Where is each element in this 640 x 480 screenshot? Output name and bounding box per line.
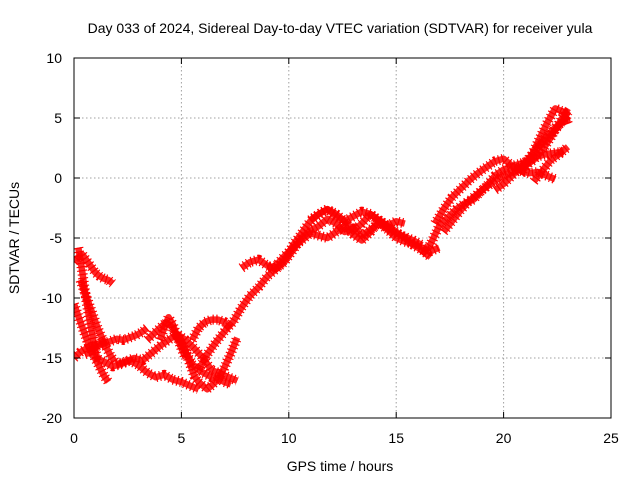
series-points-track-21 <box>516 103 573 177</box>
x-axis-label: GPS time / hours <box>287 458 394 474</box>
series-line-track-5 <box>77 278 118 364</box>
tick-marks <box>73 57 612 419</box>
chart-title: Day 033 of 2024, Sidereal Day-to-day VTE… <box>88 20 593 36</box>
x-tick-label: 5 <box>178 430 186 446</box>
series-points-track-19 <box>439 146 565 236</box>
y-tick-label: 5 <box>54 110 62 126</box>
series-points-track-18 <box>430 153 558 227</box>
y-tick-label: -20 <box>42 410 62 426</box>
series-points-track-11 <box>173 331 242 395</box>
x-tick-label: 20 <box>496 430 512 446</box>
series-line-track-15 <box>266 216 433 272</box>
y-tick-label: -15 <box>42 350 62 366</box>
series-points-track-23 <box>533 112 572 151</box>
series-line-track-6 <box>83 325 150 358</box>
x-tick-label: 10 <box>281 430 297 446</box>
series-points-track-22 <box>529 142 572 185</box>
grid <box>74 58 611 418</box>
x-tick-label: 25 <box>603 430 619 446</box>
y-tick-label: 0 <box>54 170 62 186</box>
series-points-track-2 <box>74 249 116 288</box>
y-tick-label: -10 <box>42 290 62 306</box>
series-line-track-16 <box>308 205 406 230</box>
y-tick-labels: -20 -15 -10 -5 0 5 10 <box>42 50 62 426</box>
data-series <box>74 103 573 395</box>
series-points-track-7 <box>93 353 201 394</box>
x-tick-labels: 0 5 10 15 20 25 <box>70 430 619 446</box>
series-points-track-12 <box>187 314 235 343</box>
y-axis-label: SDTVAR / TECUs <box>6 182 22 294</box>
y-tick-label: 10 <box>46 50 62 66</box>
x-tick-label: 0 <box>70 430 78 446</box>
x-tick-label: 15 <box>388 430 404 446</box>
y-tick-label: -5 <box>50 230 63 246</box>
